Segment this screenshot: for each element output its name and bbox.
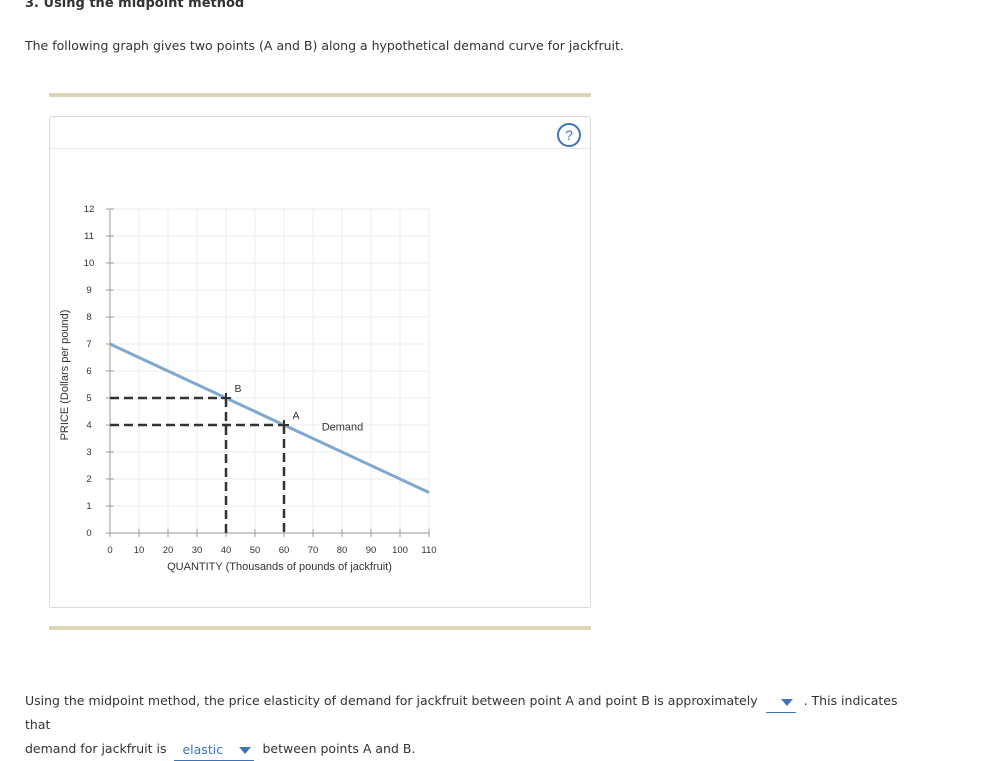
demand-curve-label: Demand [322,421,364,433]
y-tick-label: 8 [86,312,91,323]
y-tick-label: 4 [86,420,91,431]
help-button[interactable]: ? [557,123,581,147]
bottom-divider [49,626,591,630]
x-tick-label: 60 [279,545,290,556]
x-tick-label: 70 [308,545,319,556]
page-heading: 3. Using the midpoint method [25,0,245,11]
question-part4: between points A and B. [262,741,416,756]
point-label-a: A [292,410,299,422]
y-tick-label: 7 [86,339,91,350]
point-label-b: B [234,383,241,395]
x-tick-label: 40 [221,545,232,556]
x-tick-label: 10 [134,545,145,556]
elasticity-type-dropdown-value: elastic [182,742,224,757]
x-tick-label: 50 [250,545,261,556]
y-tick-label: 2 [86,474,91,485]
y-tick-label: 0 [86,528,91,539]
x-tick-label: 20 [163,545,174,556]
question-part2: . This indicates that [25,693,898,732]
x-tick-label: 90 [366,545,377,556]
y-tick-label: 1 [86,501,91,512]
top-divider [49,93,591,97]
y-tick-label: 5 [86,393,91,404]
x-tick-label: 110 [421,545,436,556]
x-tick-label: 0 [107,545,112,556]
y-tick-label: 9 [86,285,91,296]
y-tick-label: 11 [84,231,94,242]
panel-header-divider [50,148,590,149]
x-tick-label: 80 [337,545,348,556]
y-tick-label: 6 [86,366,91,377]
x-tick-label: 30 [192,545,203,556]
elasticity-type-dropdown[interactable]: elastic [174,742,255,761]
question-part3: demand for jackfruit is [25,741,167,756]
question-part1: Using the midpoint method, the price ela… [25,693,758,708]
intro-text: The following graph gives two points (A … [25,38,624,53]
demand-curve [109,342,430,494]
x-tick-label: 100 [392,545,408,556]
y-tick-label: 3 [86,447,91,458]
question-text: Using the midpoint method, the price ela… [25,689,925,761]
x-axis-title: QUANTITY (Thousands of pounds of jackfru… [167,561,392,573]
chevron-down-icon [780,699,793,706]
y-tick-label: 12 [84,204,95,215]
y-axis-title: PRICE (Dollars per pound) [59,310,71,441]
elasticity-dropdown[interactable] [765,694,796,713]
y-tick-label: 10 [84,258,95,269]
